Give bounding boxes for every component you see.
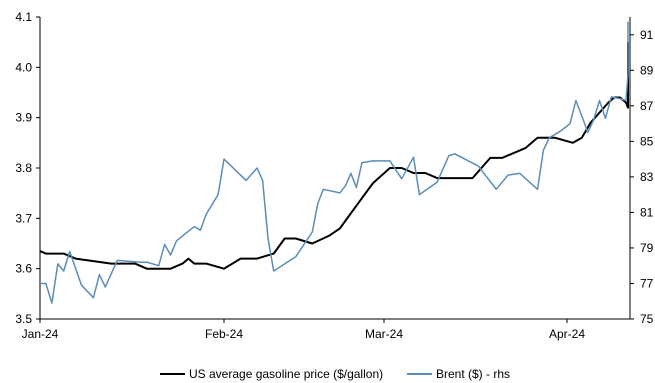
y-right-tick-label: 85 bbox=[640, 134, 654, 148]
y-right-tick-label: 83 bbox=[640, 170, 654, 184]
y-left-tick-label: 3.6 bbox=[15, 262, 32, 276]
y-left-tick-label: 4.1 bbox=[15, 10, 32, 24]
y-right-tick-label: 89 bbox=[640, 63, 654, 77]
x-tick-label: Feb-24 bbox=[205, 327, 243, 341]
y-right-tick-label: 75 bbox=[640, 312, 654, 326]
axes: 3.5 3.6 3.7 3.8 3.9 4.0 4.1 75 77 79 81 83 85 87 89 91 J… bbox=[15, 10, 653, 341]
legend-label-brent: Brent ($) - rhs bbox=[436, 367, 510, 381]
series-layer bbox=[39, 21, 629, 304]
y-left-tick-label: 3.9 bbox=[15, 111, 32, 125]
y-left-tick-label: 3.8 bbox=[15, 161, 32, 175]
y-right-tick-label: 77 bbox=[640, 276, 654, 290]
y-right-tick-label: 79 bbox=[640, 241, 654, 255]
y-right-tick-label: 81 bbox=[640, 205, 654, 219]
y-right-tick-label: 87 bbox=[640, 99, 654, 113]
legend-label-gasoline: US average gasoline price ($/gallon) bbox=[189, 367, 383, 381]
y-left-tick-label: 3.7 bbox=[15, 211, 32, 225]
y-right-tick-label: 91 bbox=[640, 28, 654, 42]
x-tick-label: Jan-24 bbox=[22, 327, 59, 341]
y-left-tick-label: 4.0 bbox=[15, 60, 32, 74]
legend: US average gasoline price ($/gallon) Bre… bbox=[160, 367, 510, 381]
x-tick-label: Mar-24 bbox=[365, 327, 403, 341]
series-line-gasoline bbox=[39, 42, 629, 270]
y-left-tick-label: 3.5 bbox=[15, 312, 32, 326]
x-tick-label: Apr-24 bbox=[549, 327, 585, 341]
series-line-brent bbox=[40, 21, 629, 304]
